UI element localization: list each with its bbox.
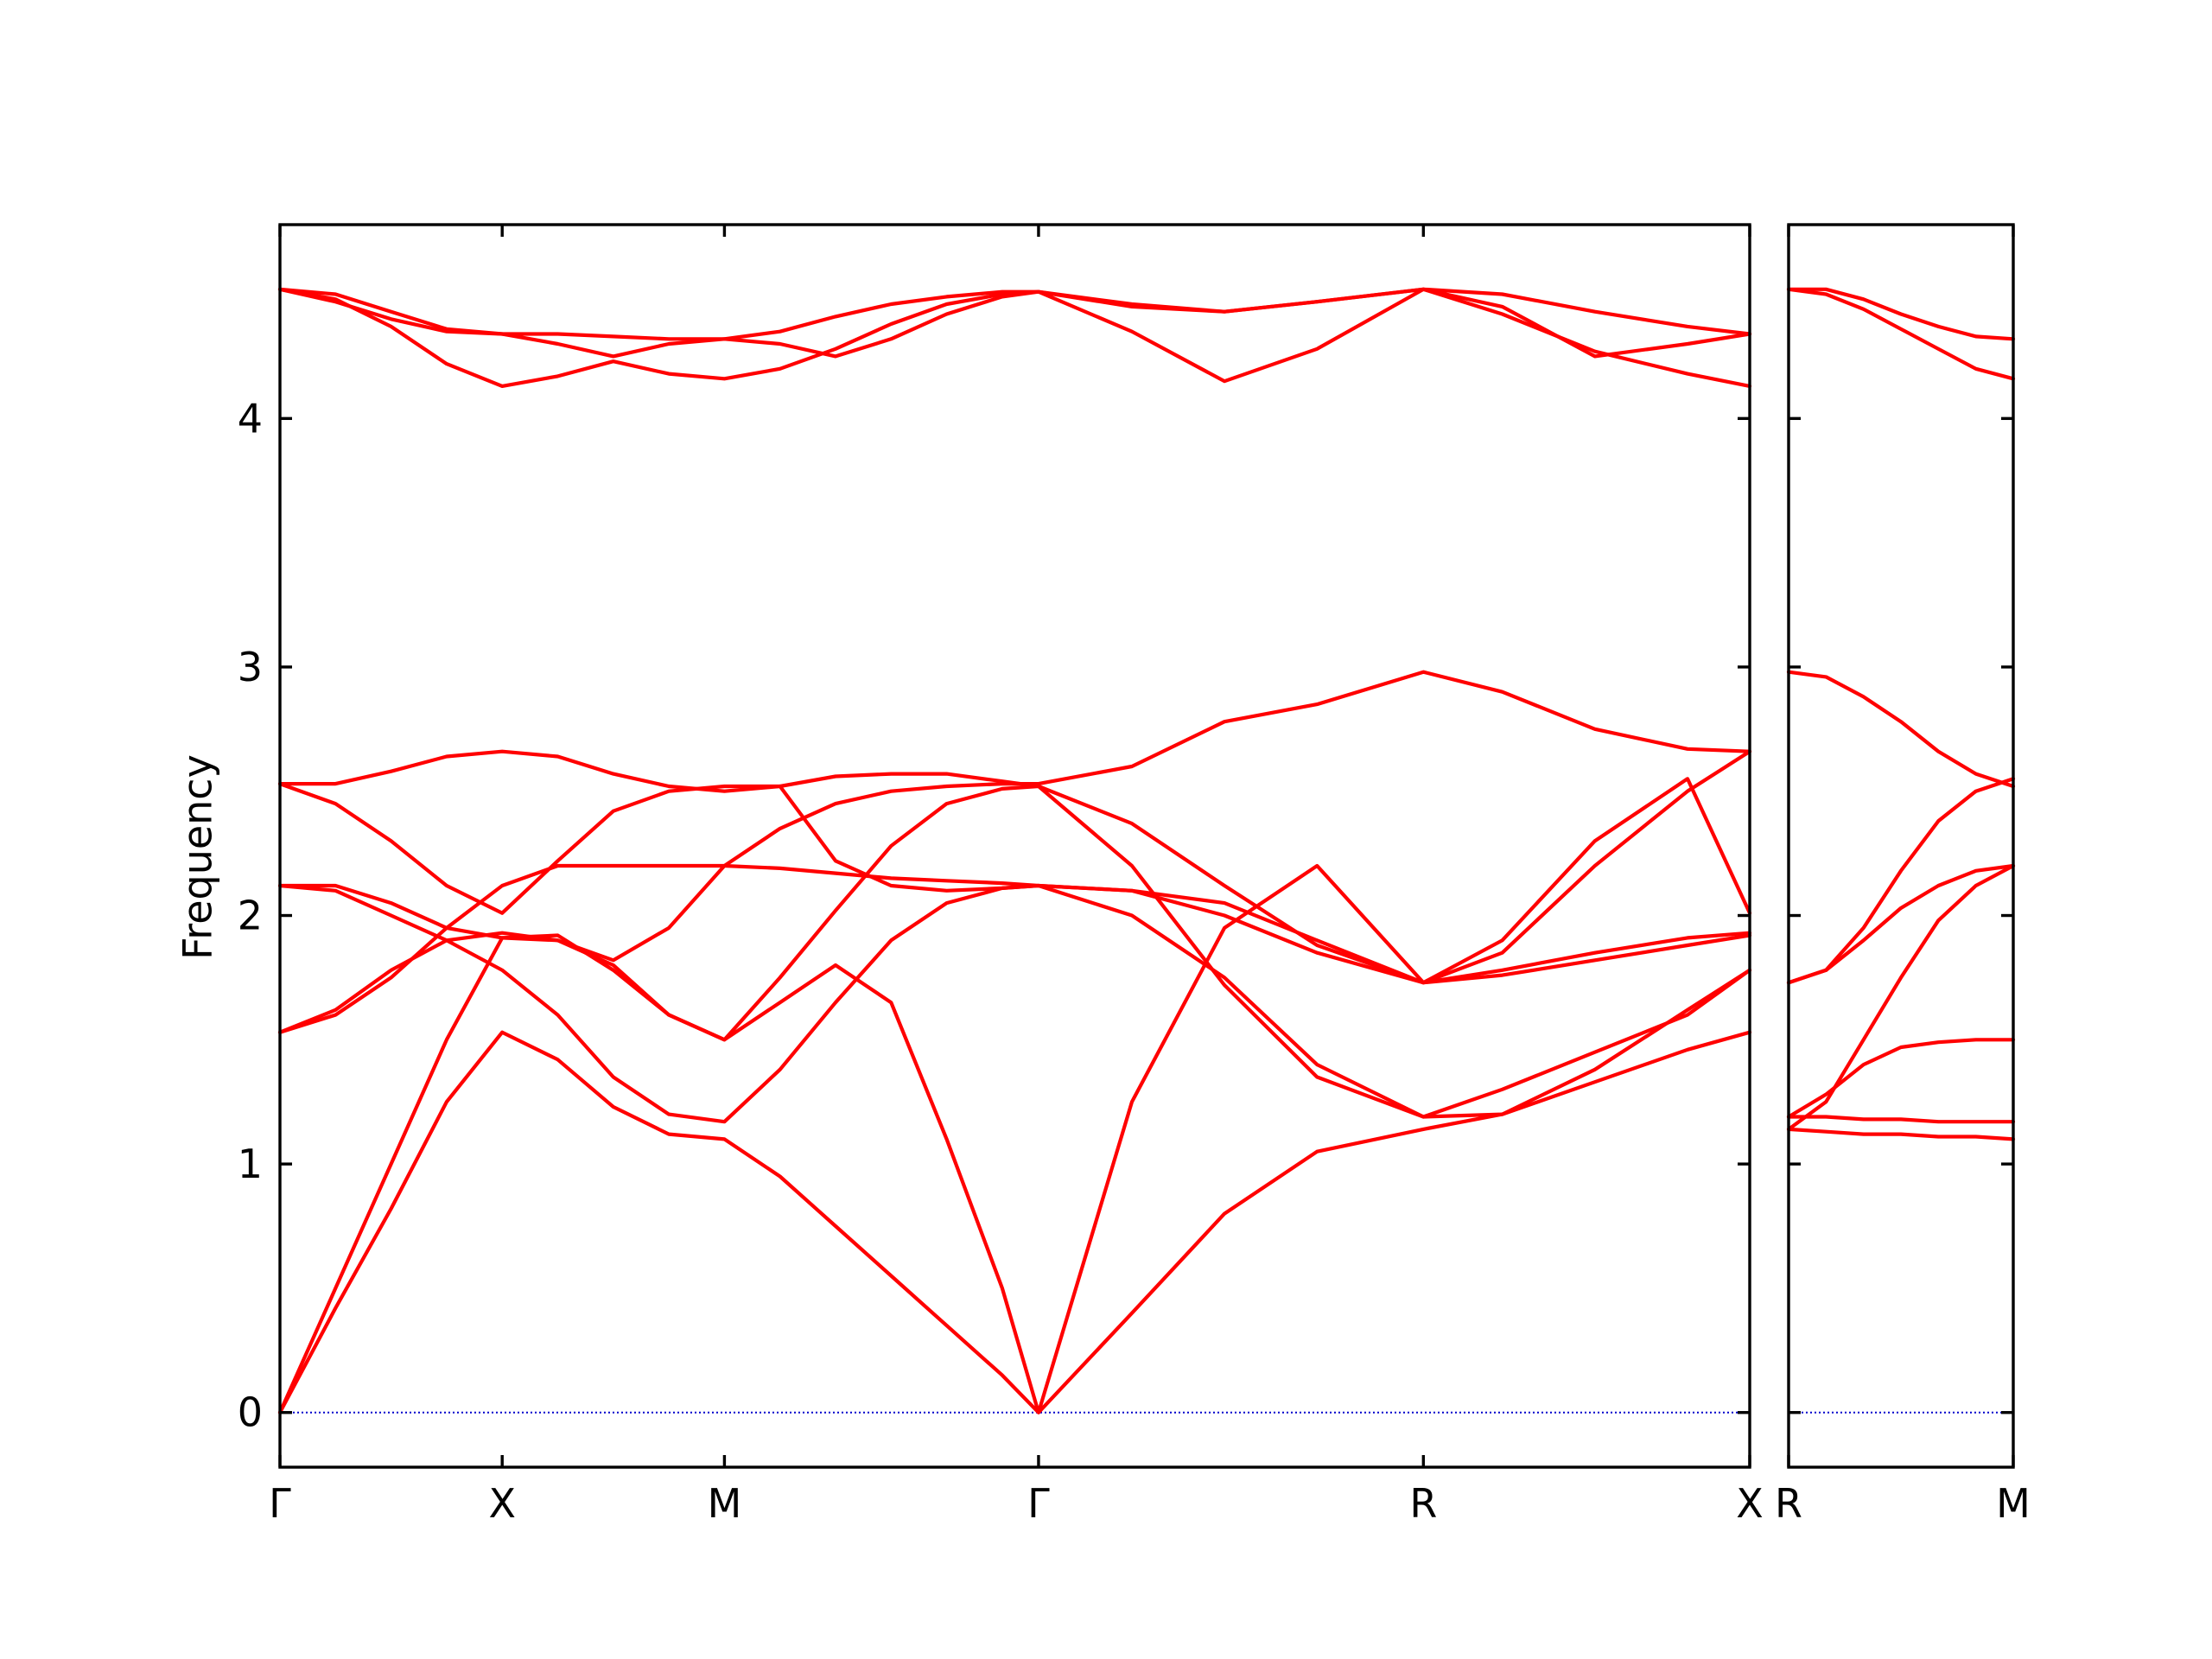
plot-frame <box>278 223 1751 1469</box>
band-line-2 <box>277 863 1752 1414</box>
band-line-1 <box>277 1030 1752 1414</box>
x-tick-label: M <box>1996 1480 2031 1527</box>
x-tick-label: M <box>708 1480 742 1527</box>
x-tick-label: R <box>1775 1480 1802 1527</box>
band-line-8 <box>1786 287 2016 381</box>
band-line-7 <box>277 670 1752 1034</box>
x-tick-label: X <box>488 1480 516 1527</box>
x-tick-label: X <box>1736 1480 1764 1527</box>
y-tick-label: 3 <box>238 644 263 690</box>
band-line-4 <box>1786 863 2016 1131</box>
x-tick-label: Γ <box>269 1480 291 1527</box>
x-tick-label: Γ <box>1027 1480 1050 1527</box>
y-tick-label: 2 <box>238 893 263 939</box>
band-line-9 <box>1786 287 2016 341</box>
y-tick-label: 1 <box>238 1141 263 1187</box>
band-line-7 <box>1786 670 2016 789</box>
panel-main: 0 1 2 3 4 Γ X M Γ R X <box>238 223 1764 1527</box>
y-tick-label: 4 <box>238 395 263 442</box>
band-line-8 <box>277 749 1752 1034</box>
plot-frame <box>1787 223 2015 1469</box>
band-line-4 <box>277 784 1752 1119</box>
y-axis-title: Frequency <box>175 754 221 960</box>
band-line-9 <box>277 287 1752 388</box>
band-line-1 <box>1786 1127 2016 1141</box>
band-line-6 <box>277 749 1752 985</box>
band-line-11 <box>277 287 1752 341</box>
band-line-6 <box>1786 777 2016 985</box>
band-line-5 <box>277 777 1752 985</box>
band-line-3 <box>1786 1038 2016 1119</box>
x-tick-label: R <box>1409 1480 1437 1527</box>
band-line-2 <box>1786 1115 2016 1124</box>
band-line-3 <box>277 883 1752 1124</box>
y-tick-label: 0 <box>238 1389 263 1436</box>
